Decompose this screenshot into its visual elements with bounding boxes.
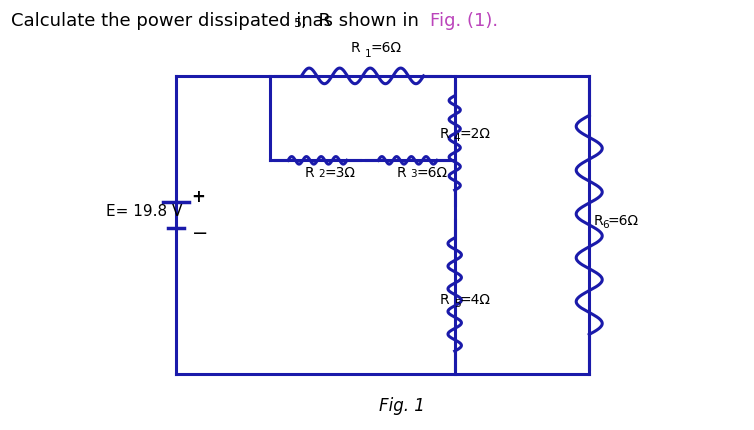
Text: =6Ω: =6Ω	[370, 41, 402, 55]
Text: R: R	[593, 213, 603, 227]
Text: R: R	[440, 293, 449, 307]
Text: 2: 2	[318, 169, 325, 179]
Text: =2Ω: =2Ω	[460, 127, 491, 141]
Text: 5: 5	[294, 17, 302, 30]
Text: =6Ω: =6Ω	[417, 166, 448, 180]
Text: Fig. 1: Fig. 1	[379, 396, 425, 414]
Text: +: +	[192, 187, 206, 206]
Text: , as shown in: , as shown in	[302, 12, 425, 30]
Text: R: R	[397, 166, 406, 180]
Text: 6: 6	[602, 219, 608, 230]
Text: −: −	[192, 224, 208, 243]
Text: 3: 3	[411, 169, 417, 179]
Text: Calculate the power dissipated in R: Calculate the power dissipated in R	[11, 12, 331, 30]
Text: =3Ω: =3Ω	[324, 166, 355, 180]
Text: R: R	[351, 41, 360, 55]
Text: Fig. (1).: Fig. (1).	[430, 12, 498, 30]
Text: =4Ω: =4Ω	[460, 293, 491, 307]
Text: E= 19.8 V: E= 19.8 V	[106, 203, 182, 218]
Text: =6Ω: =6Ω	[607, 213, 639, 227]
Text: R: R	[305, 166, 314, 180]
Text: 1: 1	[364, 49, 371, 59]
Text: 4: 4	[454, 133, 461, 143]
Text: R: R	[440, 127, 449, 141]
Text: 5: 5	[454, 299, 461, 309]
